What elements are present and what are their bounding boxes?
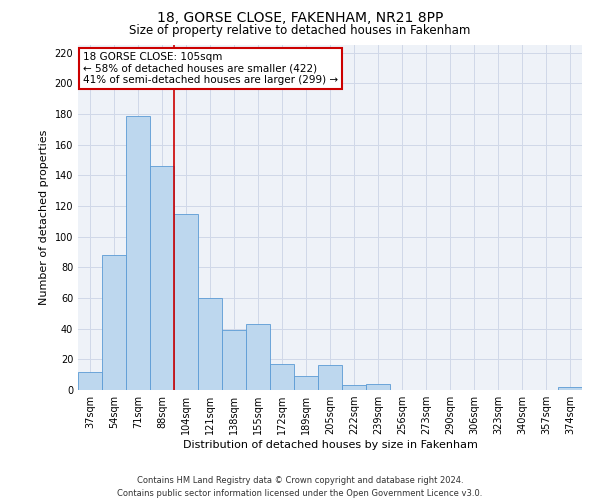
Bar (126, 116, 150, 390)
Bar (222, 330, 246, 390)
Bar (318, 366, 342, 390)
Text: Contains HM Land Registry data © Crown copyright and database right 2024.
Contai: Contains HM Land Registry data © Crown c… (118, 476, 482, 498)
Bar (150, 166, 174, 390)
Text: 18 GORSE CLOSE: 105sqm
← 58% of detached houses are smaller (422)
41% of semi-de: 18 GORSE CLOSE: 105sqm ← 58% of detached… (83, 52, 338, 85)
Bar (102, 255, 126, 390)
Bar (78, 372, 102, 390)
X-axis label: Distribution of detached houses by size in Fakenham: Distribution of detached houses by size … (182, 440, 478, 450)
Bar (558, 387, 582, 390)
Bar (366, 384, 390, 390)
Text: 18, GORSE CLOSE, FAKENHAM, NR21 8PP: 18, GORSE CLOSE, FAKENHAM, NR21 8PP (157, 11, 443, 25)
Text: Size of property relative to detached houses in Fakenham: Size of property relative to detached ho… (130, 24, 470, 37)
Bar (174, 214, 198, 390)
Bar (198, 298, 222, 390)
Y-axis label: Number of detached properties: Number of detached properties (39, 130, 49, 305)
Bar (270, 364, 294, 390)
Bar (294, 376, 318, 390)
Bar (342, 386, 366, 390)
Bar (246, 324, 270, 390)
